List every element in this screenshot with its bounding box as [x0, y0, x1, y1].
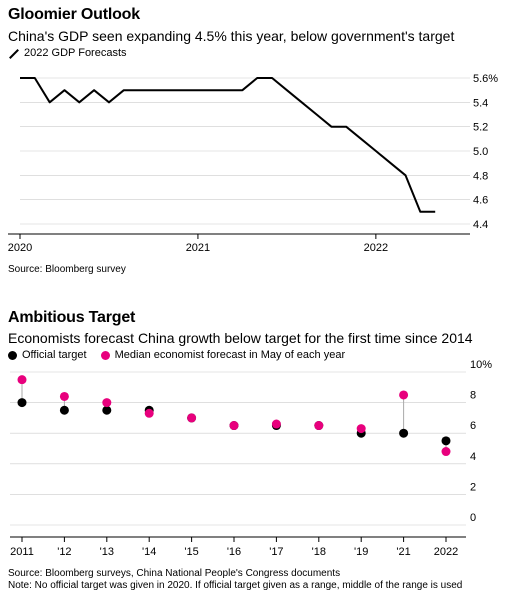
x-tick-label: 2021 — [186, 242, 210, 254]
chart1-legend: 2022 GDP Forecasts — [8, 47, 127, 59]
forecast-dot-icon — [100, 350, 110, 360]
official-dot-icon — [8, 350, 17, 360]
y-tick-label: 4 — [470, 451, 476, 463]
legend-label-forecasts: 2022 GDP Forecasts — [24, 47, 127, 59]
chart1-subtitle: China's GDP seen expanding 4.5% this yea… — [8, 28, 455, 44]
y-tick-label: 5.6% — [473, 73, 498, 85]
forecast-point — [17, 375, 27, 385]
x-tick-label: '12 — [57, 546, 71, 558]
x-tick-label: '13 — [100, 546, 114, 558]
forecast-point — [271, 419, 281, 429]
forecast-point — [229, 421, 239, 431]
chart2-subtitle: Economists forecast China growth below t… — [8, 330, 473, 346]
x-tick-label: 2022 — [434, 546, 458, 558]
legend-label-forecast: Median economist forecast in May of each… — [114, 349, 346, 361]
x-tick-label: 2022 — [364, 242, 388, 254]
y-tick-label: 6 — [470, 420, 476, 432]
x-tick-label: 2011 — [10, 546, 34, 558]
legend-label-official: Official target — [22, 349, 87, 361]
y-tick-label: 5.4 — [473, 97, 488, 109]
forecast-point — [102, 398, 112, 408]
forecast-point — [59, 391, 69, 401]
chart2-legend: Official target Median economist forecas… — [8, 349, 345, 361]
legend-item-official: Official target — [8, 349, 87, 361]
official-target-point — [102, 405, 112, 415]
forecast-point — [399, 390, 409, 400]
legend-item-forecast: Median economist forecast in May of each… — [100, 349, 346, 361]
y-tick-label: 4.8 — [473, 170, 488, 182]
chart2-note: Note: No official target was given in 20… — [8, 580, 463, 591]
y-tick-label: 4.4 — [473, 219, 488, 231]
x-tick-label: '15 — [184, 546, 198, 558]
series-line-forecasts — [20, 77, 436, 213]
forecast-point — [441, 447, 451, 457]
forecast-point — [356, 424, 366, 434]
official-target-point — [399, 428, 409, 438]
y-tick-label: 4.6 — [473, 195, 488, 207]
y-tick-label: 5.2 — [473, 122, 488, 134]
official-target-point — [59, 405, 69, 415]
official-target-point — [441, 436, 451, 446]
y-tick-label: 8 — [470, 390, 476, 402]
chart1-source: Source: Bloomberg survey — [8, 264, 126, 275]
x-tick-label: 2020 — [8, 242, 32, 254]
chart1-title: Gloomier Outlook — [8, 6, 140, 23]
line-swatch-icon — [8, 48, 19, 59]
legend-item-forecasts: 2022 GDP Forecasts — [8, 47, 127, 59]
chart2-plot: 0 2 4 6 8 10% 2011 '12 '13 '14 '15 '16 '17 '18 '19 '21 2… — [10, 359, 492, 558]
forecast-point — [187, 413, 197, 423]
chart2-title: Ambitious Target — [8, 309, 136, 326]
x-tick-label: '18 — [312, 546, 326, 558]
forecast-point — [144, 408, 154, 418]
chart1-plot: 4.4 4.6 4.8 5.0 5.2 5.4 5.6% 2020 2021 2022 — [8, 73, 499, 254]
forecast-point — [314, 421, 324, 431]
x-tick-label: '14 — [142, 546, 156, 558]
x-tick-label: '19 — [354, 546, 368, 558]
y-tick-label: 10% — [470, 359, 492, 371]
x-tick-label: '21 — [396, 546, 410, 558]
x-tick-label: '17 — [269, 546, 283, 558]
y-tick-label: 0 — [470, 512, 476, 524]
x-tick-label: '16 — [227, 546, 241, 558]
chart2-source: Source: Bloomberg surveys, China Nationa… — [8, 568, 341, 579]
y-tick-label: 2 — [470, 481, 476, 493]
official-target-point — [17, 398, 27, 408]
y-tick-label: 5.0 — [473, 146, 488, 158]
